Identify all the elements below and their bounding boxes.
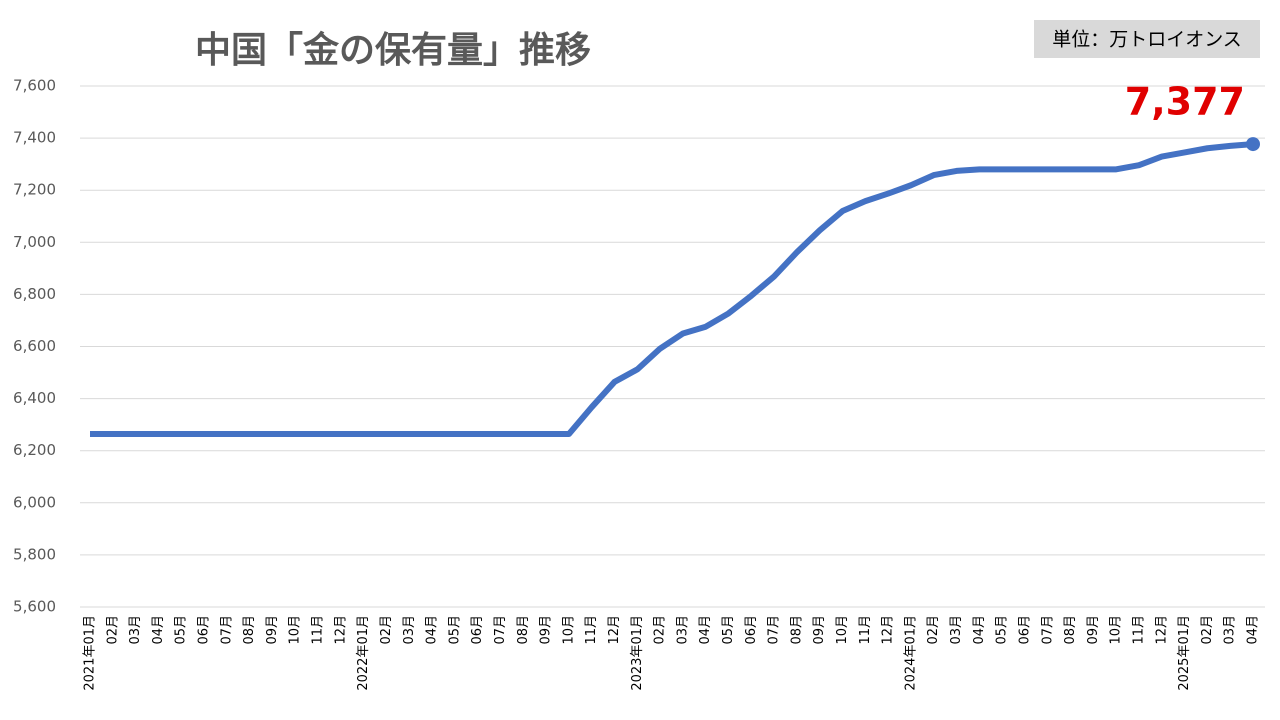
y-tick-label: 6,600 [13,337,56,355]
x-tick-label: 02月 [1200,615,1215,645]
x-tick-label: 06月 [744,615,759,645]
x-tick-label: 08月 [789,615,804,645]
x-tick-label: 2025年01月 [1177,615,1192,691]
x-tick-label: 03月 [675,615,690,645]
x-tick-label: 03月 [128,615,143,645]
unit-box [1034,20,1260,58]
y-tick-label: 7,200 [13,181,56,199]
y-tick-label: 5,600 [13,598,56,616]
y-tick-label: 7,000 [13,233,56,251]
x-tick-label: 10月 [288,615,303,645]
y-tick-label: 6,800 [13,285,56,303]
x-tick-label: 12月 [607,615,622,645]
x-tick-label: 08月 [1063,615,1078,645]
x-tick-label: 11月 [584,615,599,645]
y-tick-label: 6,000 [13,493,56,511]
x-tick-label: 05月 [995,615,1010,645]
x-tick-label: 02月 [105,615,120,645]
y-tick-label: 6,200 [13,441,56,459]
x-tick-label: 2024年01月 [903,615,918,691]
x-tick-label: 03月 [949,615,964,645]
unit-label: 単位：万トロイオンス [1052,29,1242,51]
chart-title: 中国「金の保有量」推移 [195,29,591,71]
x-tick-label: 03月 [1223,615,1238,645]
x-tick-label: 07月 [767,615,782,645]
x-tick-label: 05月 [174,615,189,645]
x-tick-label: 07月 [493,615,508,645]
x-tick-label: 12月 [881,615,896,645]
x-tick-label: 07月 [1040,615,1055,645]
x-tick-label: 2021年01月 [83,615,98,691]
x-tick-label: 02月 [653,615,668,645]
x-tick-label: 05月 [721,615,736,645]
y-tick-label: 7,600 [13,77,56,95]
x-tick-label: 04月 [1246,615,1261,645]
y-tick-label: 6,400 [13,389,56,407]
data-line [90,141,1254,438]
y-tick-label: 5,800 [13,545,56,563]
x-tick-label: 08月 [242,615,257,645]
x-tick-label: 12月 [1154,615,1169,645]
x-tick-label: 05月 [447,615,462,645]
x-tick-label: 02月 [926,615,941,645]
x-tick-label: 11月 [858,615,873,645]
x-tick-label: 09月 [539,615,554,645]
x-tick-label: 07月 [219,615,234,645]
x-tick-label: 06月 [1017,615,1032,645]
x-tick-label: 08月 [516,615,531,645]
x-tick-label: 11月 [311,615,326,645]
x-tick-label: 10月 [1109,615,1124,645]
x-tick-label: 04月 [151,615,166,645]
end-marker [1246,137,1260,152]
x-tick-label: 10月 [835,615,850,645]
x-tick-label: 03月 [402,615,417,645]
x-tick-label: 04月 [698,615,713,645]
x-tick-label: 09月 [1086,615,1101,645]
x-tick-label: 10月 [561,615,576,645]
x-tick-label: 2022年01月 [356,615,371,691]
x-tick-label: 04月 [425,615,440,645]
x-tick-label: 09月 [812,615,827,645]
x-tick-label: 06月 [470,615,485,645]
x-tick-label: 04月 [972,615,987,645]
x-tick-label: 06月 [197,615,212,645]
y-tick-label: 7,400 [13,129,56,147]
x-tick-label: 02月 [379,615,394,645]
x-tick-label: 11月 [1131,615,1146,645]
x-tick-label: 2023年01月 [630,615,645,691]
value-label: 7,377 [1125,80,1245,124]
x-tick-label: 09月 [265,615,280,645]
x-tick-label: 12月 [333,615,348,645]
